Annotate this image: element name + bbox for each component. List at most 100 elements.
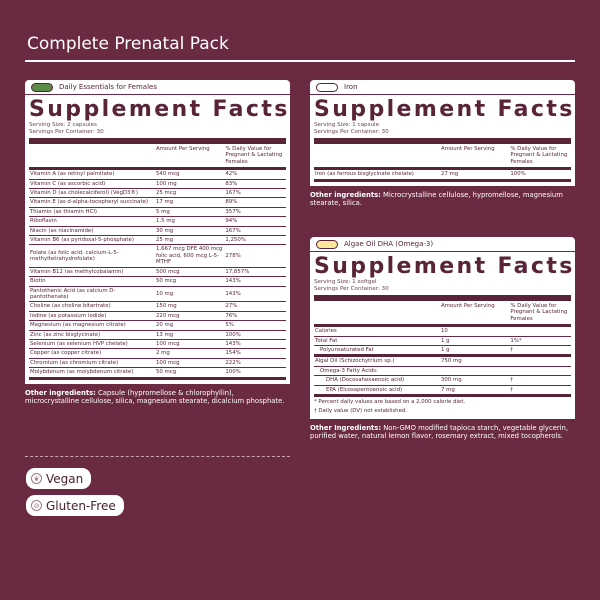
table-cell: 1%* [509, 336, 571, 347]
table-cell: Choline (as choline bitartrate) [29, 301, 155, 312]
table-cell: 5 mg [154, 207, 225, 218]
other-ingredients: Other ingredients: Microcrystalline cell… [310, 191, 575, 207]
table-cell: 500 mcg [154, 267, 225, 278]
facts-heading: Supplement Facts [314, 97, 575, 122]
table-cell: 100 mcg [154, 358, 225, 369]
table-cell: 10 mg [154, 286, 225, 303]
table-cell: 25 mg [154, 235, 225, 246]
table-cell: 10 [439, 325, 510, 337]
panel-header-label: Algae Oil DHA (Omega-3) [344, 240, 434, 248]
table-cell: 1,667 mcg DFE 400 mcg folic acid, 600 mc… [154, 244, 225, 268]
table-cell [439, 366, 510, 377]
col-header-name [314, 144, 440, 171]
panel-dha: Algae Oil DHA (Omega-3) Supplement Facts S… [310, 237, 575, 440]
table-row: EPA (Eicosapentoenoic acid) 7 mg † [314, 385, 571, 398]
col-header-amount: Amount Per Serving [154, 144, 225, 171]
table-cell: 222% [224, 358, 286, 369]
badge-label: Vegan [46, 471, 84, 486]
table-cell: 300 mg [439, 375, 510, 386]
table-cell: 154% [224, 348, 286, 359]
table-row: DHA (Docosahexaenoic acid) 300 mg † [314, 375, 571, 386]
table-row: Iodine (as potassium iodide) 220 mcg 76% [29, 311, 286, 322]
table-cell: † [509, 375, 571, 386]
table-cell: 220 mcg [154, 311, 225, 322]
table-cell: 27% [224, 301, 286, 312]
serving-size: Serving Size: 1 softgel [314, 279, 377, 285]
panel-header: Iron [310, 80, 575, 95]
table-row: Magnesium (as magnesium citrate) 20 mg 5% [29, 320, 286, 331]
table-row: Calories 10 [314, 325, 571, 337]
table-cell: Omega-3 Fatty Acids: [314, 366, 440, 377]
other-ingredients: Other ingredients: Capsule (hypromellose… [25, 389, 290, 405]
table-cell: 7 mg [439, 385, 510, 398]
other-ingredients-label: Other ingredients: [310, 190, 381, 199]
other-ingredients-text: Microcrystalline cellulose, hypromellose… [310, 190, 563, 207]
table-cell: Algal Oil (Schizochytrium sp.) [314, 355, 440, 367]
panel-header-label: Iron [344, 83, 358, 91]
table-cell: Copper (as copper citrate) [29, 348, 155, 359]
table-cell: Selenium (as selenium HVP chelate) [29, 339, 155, 350]
panel-header: Algae Oil DHA (Omega-3) [310, 237, 575, 252]
other-ingredients: Other Ingredients: Non-GMO modified tapi… [310, 424, 575, 440]
table-cell: 357% [224, 207, 286, 218]
col-header-amount: Amount Per Serving [439, 301, 510, 328]
table-cell: 100% [509, 168, 571, 182]
table-cell: Biotin [29, 276, 155, 287]
table-row: Riboflavin 1.5 mg 94% [29, 216, 286, 227]
table-row: Thiamin (as thiamin HCl) 5 mg 357% [29, 207, 286, 218]
col-header-dv: % Daily Value for Pregnant & Lactating F… [224, 144, 286, 171]
table-cell: 150 mg [154, 301, 225, 312]
dashed-divider [25, 456, 290, 457]
table-cell: 2 mg [154, 348, 225, 359]
facts-table: Amount Per Serving% Daily Value for Preg… [314, 301, 571, 398]
table-row: Copper (as copper citrate) 2 mg 154% [29, 348, 286, 359]
table-cell: 100% [224, 330, 286, 340]
table-row: Vitamin C (as ascorbic acid) 100 mg 83% [29, 179, 286, 190]
table-cell: 1 g [439, 336, 510, 347]
table-cell: 27 mg [439, 168, 510, 182]
table-cell: 1,250% [224, 235, 286, 246]
table-cell: 50 mcg [154, 367, 225, 380]
panel-header: Daily Essentials for Females [25, 80, 290, 95]
facts-heading: Supplement Facts [314, 254, 575, 279]
table-row: Biotin 50 mcg 143% [29, 276, 286, 287]
table-cell: Polyunsaturated Fat [314, 345, 440, 358]
serving-size: Serving Size: 2 capsules [29, 122, 97, 128]
table-row: Polyunsaturated Fat 1 g † [314, 345, 571, 358]
leaf-icon: ❦ [31, 473, 42, 484]
table-cell: Vitamin C (as ascorbic acid) [29, 179, 155, 190]
page-title: Complete Prenatal Pack [27, 34, 229, 54]
table-cell: 750 mg [439, 355, 510, 367]
table-cell: Pantothenic Acid (as calcium D-pantothen… [29, 286, 155, 303]
table-row: Pantothenic Acid (as calcium D-pantothen… [29, 286, 286, 303]
table-row: Chromium (as chromium citrate) 100 mcg 222… [29, 358, 286, 369]
table-cell: 5% [224, 320, 286, 331]
footnote: † Daily value (DV) not established. [314, 408, 408, 415]
panel-iron: Iron Supplement Facts Serving Size: 1 caps… [310, 80, 575, 207]
table-cell: 100 mcg [154, 339, 225, 350]
panel-essentials: Daily Essentials for Females Supplement F… [25, 80, 290, 405]
table-cell: 100% [224, 367, 286, 380]
table-row: Vitamin A (as retinyl palmitate) 540 mcg 4… [29, 168, 286, 180]
table-cell: Vitamin E (as d-alpha-tocopheryl succina… [29, 197, 155, 208]
table-row: Selenium (as selenium HVP chelate) 100 mc… [29, 339, 286, 350]
table-cell: 278% [224, 244, 286, 268]
table-cell: † [509, 385, 571, 398]
col-header-dv: % Daily Value for Pregnant & Lactating F… [509, 301, 571, 328]
table-cell: 76% [224, 311, 286, 322]
table-cell: Molybdenum (as molybdenum citrate) [29, 367, 155, 380]
table-cell: 143% [224, 276, 286, 287]
table-cell: 25 mcg [154, 188, 225, 199]
table-cell: 83% [224, 179, 286, 190]
table-cell: Vitamin B6 (as pyridoxal-5-phosphate) [29, 235, 155, 246]
table-cell: 94% [224, 216, 286, 227]
table-row: Vitamin B12 (as methylcobalamin) 500 mcg 1… [29, 267, 286, 278]
other-ingredients-text: Non-GMO modified tapioca starch, vegetab… [310, 424, 569, 441]
capsule-icon [316, 82, 338, 92]
gluten-free-badge: ⊘ Gluten-Free [26, 495, 124, 516]
table-cell: Vitamin D (as cholecalciferol) (VegD3®) [29, 188, 155, 199]
table-row: Iron (as ferrous bisglycinate chelate) 27… [314, 168, 571, 182]
table-cell: Total Fat [314, 336, 440, 347]
table-cell: Riboflavin [29, 216, 155, 227]
servings-per-container: Servings Per Container: 30 [29, 129, 104, 135]
